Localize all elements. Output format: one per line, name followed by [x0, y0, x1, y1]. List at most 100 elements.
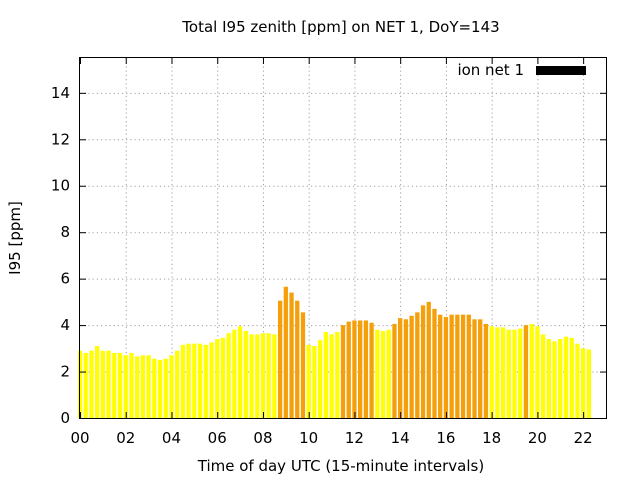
bar	[175, 350, 180, 418]
bar	[95, 346, 100, 418]
bar	[323, 332, 328, 418]
bar	[426, 301, 431, 418]
bar	[460, 314, 466, 418]
bar	[237, 326, 243, 418]
bar	[300, 312, 306, 418]
y-tick-label: 10	[51, 177, 70, 195]
bar	[512, 329, 517, 418]
bar	[552, 341, 557, 418]
x-tick-labels: 00 02 04 06 08 10 12 14 16 18 20 22	[70, 429, 592, 447]
bar	[398, 318, 403, 418]
bar	[140, 355, 146, 418]
bar	[260, 333, 266, 418]
bar	[255, 334, 260, 418]
x-tick-label: 00	[70, 429, 89, 447]
x-tick-label: 12	[345, 429, 364, 447]
bars-group	[77, 286, 591, 418]
bar	[277, 300, 283, 418]
bar	[449, 314, 454, 418]
bar	[186, 343, 191, 418]
bar	[232, 329, 237, 418]
bar	[329, 334, 334, 418]
bar	[375, 329, 380, 418]
bar	[243, 330, 248, 418]
bar	[455, 314, 460, 418]
x-tick-label: 04	[162, 429, 181, 447]
bar	[197, 343, 203, 418]
bar	[443, 316, 449, 418]
bar	[89, 350, 94, 418]
bar	[135, 356, 140, 418]
bar	[180, 344, 186, 418]
chart-title: Total I95 zenith [ppm] on NET 1, DoY=143	[181, 18, 499, 36]
bar	[169, 355, 174, 418]
x-tick-label: 20	[528, 429, 547, 447]
bar	[518, 328, 523, 418]
bar	[438, 314, 443, 418]
y-axis-label: I95 [ppm]	[6, 201, 24, 275]
bar	[295, 300, 300, 418]
bar	[506, 329, 511, 418]
bar	[83, 352, 88, 418]
bar	[163, 358, 168, 418]
bar	[409, 315, 414, 418]
bar	[386, 329, 391, 418]
bar	[369, 322, 374, 418]
bar	[226, 333, 231, 418]
bar	[495, 327, 500, 418]
bar	[529, 323, 534, 418]
legend: ion net 1	[457, 61, 586, 79]
y-tick-label: 14	[51, 84, 70, 102]
bar	[117, 352, 123, 418]
bar	[100, 350, 106, 418]
bar	[535, 326, 540, 418]
bar	[209, 342, 214, 418]
bar	[152, 358, 157, 418]
bar	[335, 332, 340, 418]
y-tick-label: 4	[60, 316, 70, 334]
x-tick-label: 22	[574, 429, 593, 447]
x-tick-label: 10	[299, 429, 318, 447]
y-tick-label: 8	[60, 223, 70, 241]
bar	[272, 334, 277, 418]
bar	[558, 339, 563, 418]
x-tick-label: 18	[482, 429, 501, 447]
bar	[352, 320, 357, 418]
grid-lines	[80, 58, 606, 418]
x-tick-label: 16	[436, 429, 455, 447]
bar	[483, 323, 489, 418]
bar	[249, 334, 254, 418]
bar	[403, 319, 409, 418]
x-tick-label: 08	[253, 429, 272, 447]
bar	[306, 344, 311, 418]
x-tick-label: 02	[116, 429, 135, 447]
bar	[489, 326, 494, 418]
bar	[523, 325, 529, 418]
bar	[215, 339, 220, 418]
y-tick-labels: 0 2 4 6 8 10 12 14	[51, 84, 70, 427]
bar	[500, 327, 506, 418]
bar	[157, 359, 163, 418]
bar	[586, 349, 591, 418]
bar	[340, 325, 346, 418]
y-tick-label: 6	[60, 270, 70, 288]
bar	[317, 340, 323, 418]
bar	[392, 323, 397, 418]
bar	[192, 343, 197, 418]
bar	[580, 348, 586, 418]
bar	[432, 308, 437, 418]
x-axis-label: Time of day UTC (15-minute intervals)	[197, 457, 484, 475]
bar	[203, 344, 208, 418]
x-tick-label: 14	[391, 429, 410, 447]
bar	[112, 352, 117, 418]
bar	[466, 314, 471, 418]
y-tick-label: 2	[60, 363, 70, 381]
bar	[283, 286, 288, 418]
bar	[380, 330, 386, 418]
bar	[569, 337, 574, 418]
bar	[312, 346, 317, 418]
bar	[575, 343, 580, 418]
bar	[266, 333, 271, 418]
bar	[129, 352, 134, 418]
